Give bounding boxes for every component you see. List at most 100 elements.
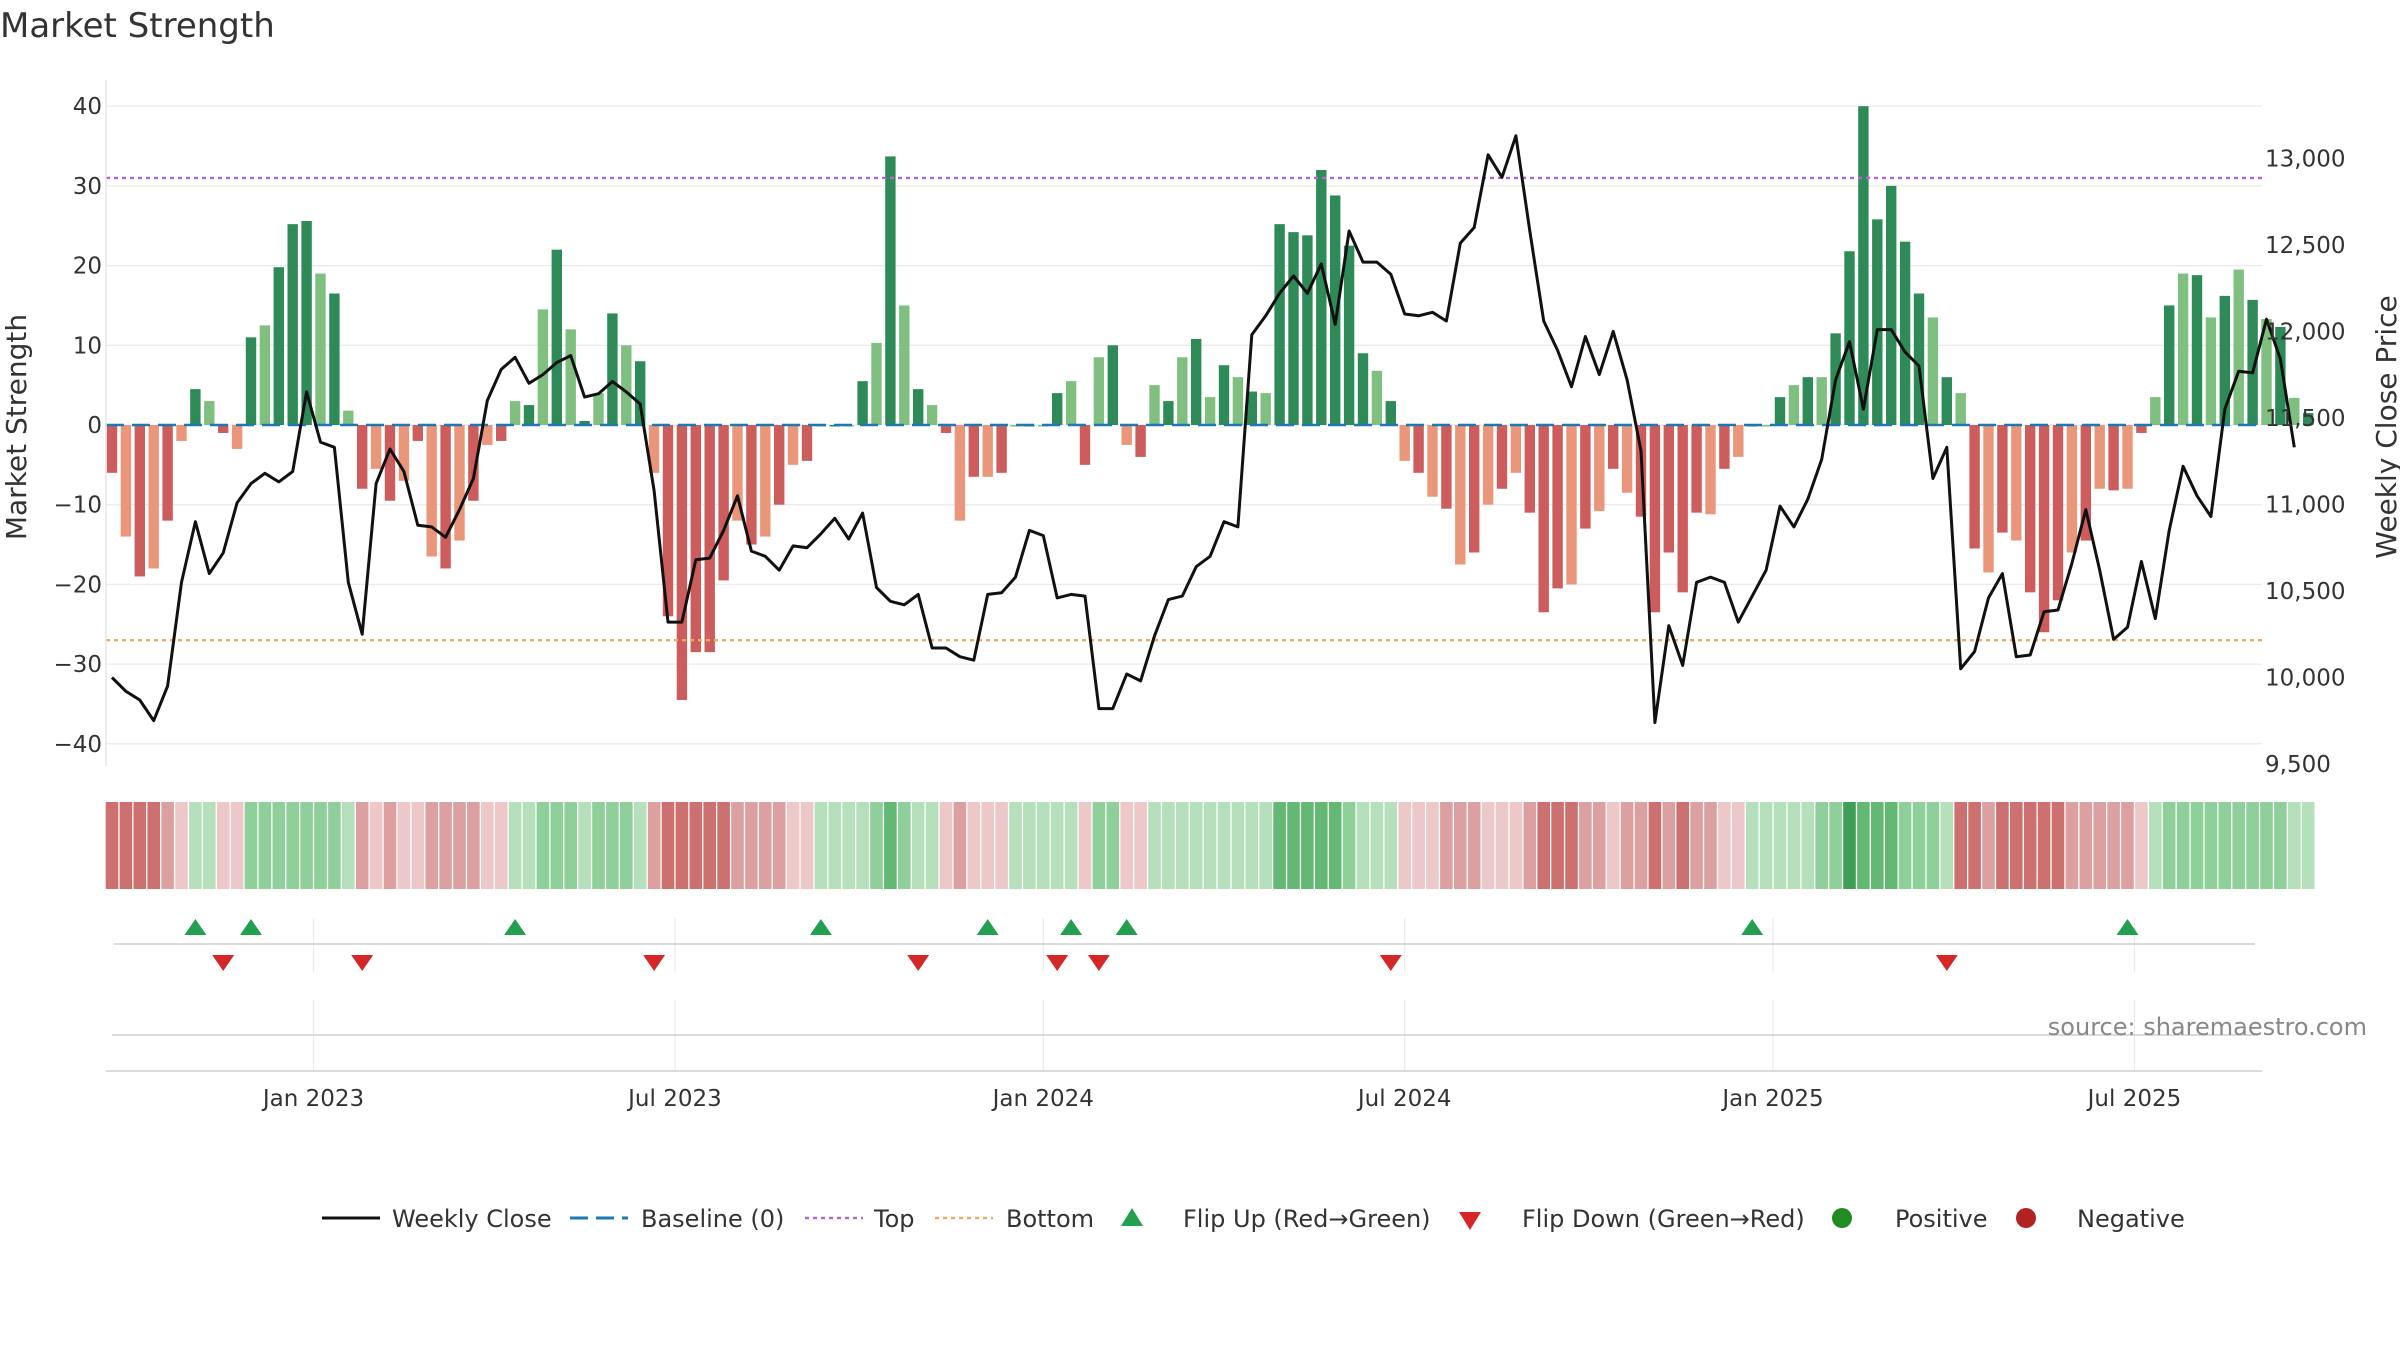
strength-bar <box>2136 425 2147 433</box>
strength-bar <box>2011 425 2022 541</box>
heat-cell <box>258 802 272 889</box>
heat-cell <box>1523 802 1537 889</box>
strength-bar <box>190 389 201 425</box>
y-tick-left: 10 <box>73 333 102 359</box>
strength-bar <box>468 425 479 501</box>
strength-bar <box>1343 245 1355 425</box>
heat-cell <box>147 802 160 889</box>
strength-bar <box>273 267 284 425</box>
heat-cell <box>1064 802 1078 889</box>
y-tick-left: −30 <box>53 652 102 678</box>
strength-bar <box>301 220 312 425</box>
heat-cell <box>1954 802 1967 889</box>
heat-cell <box>1162 802 1175 889</box>
heat-cell <box>2079 802 2093 889</box>
heat-cell <box>1454 802 1467 889</box>
strength-bar <box>1788 385 1800 425</box>
y-tick-right: 12,500 <box>2265 233 2345 259</box>
heat-cell <box>1106 802 1120 889</box>
heat-cell <box>620 802 633 889</box>
heat-cell <box>1593 802 1606 889</box>
heat-cell <box>1495 802 1509 889</box>
heat-cell <box>1773 802 1787 889</box>
y-tick-right: 10,000 <box>2265 665 2345 691</box>
strength-bar <box>2177 273 2189 425</box>
heat-cell <box>1871 802 1884 889</box>
y-tick-left: 40 <box>73 94 102 120</box>
heat-cell <box>898 802 911 889</box>
strength-bar <box>1093 357 1105 425</box>
strength-bar <box>148 425 159 569</box>
heat-cell <box>1634 802 1648 889</box>
heat-cell <box>2176 802 2190 889</box>
heat-cell <box>397 802 411 889</box>
heat-cell <box>1732 802 1745 889</box>
heat-cell <box>133 802 147 889</box>
heat-cell <box>272 802 286 889</box>
heat-cell <box>2107 802 2120 889</box>
heat-cell <box>1176 802 1189 889</box>
strength-bar <box>2219 295 2230 425</box>
heat-cell <box>1189 802 1203 889</box>
strength-bar <box>1941 377 1952 425</box>
strength-bar <box>287 224 298 425</box>
heat-cell <box>1829 802 1842 889</box>
strength-bar <box>1135 425 1146 457</box>
heat-cell <box>119 802 133 889</box>
heat-cell <box>1926 802 1940 889</box>
heat-cell <box>453 802 466 889</box>
x-tick-label: Jul 2025 <box>2086 1086 2182 1112</box>
heat-cell <box>1356 802 1370 889</box>
strength-bar <box>1510 425 1522 473</box>
y-tick-right: 9,500 <box>2265 752 2331 778</box>
flip-markers <box>114 919 2255 971</box>
x-tick-label: Jan 2023 <box>261 1086 364 1112</box>
strength-bar <box>343 410 354 425</box>
strength-bar <box>2303 413 2314 425</box>
heat-cell <box>1579 802 1592 889</box>
flip-up-marker <box>976 919 999 935</box>
heat-cell <box>1648 802 1662 889</box>
heat-cell <box>911 802 925 889</box>
strength-bar <box>1357 353 1369 425</box>
strength-bar <box>259 325 271 425</box>
heat-cell <box>689 802 703 889</box>
heat-cell <box>355 802 369 889</box>
heat-cell <box>647 802 661 889</box>
strength-bar <box>1983 425 1994 573</box>
heat-cell <box>1606 802 1620 889</box>
strength-bar <box>1760 425 1772 427</box>
strength-bars <box>106 106 2314 700</box>
strength-bar <box>412 425 423 441</box>
strength-bar <box>2080 425 2091 541</box>
y-tick-left: 20 <box>73 254 102 280</box>
y-tick-right: 13,000 <box>2265 146 2345 172</box>
strength-bar <box>1844 251 1855 425</box>
strength-bar <box>1441 425 1452 509</box>
strength-bar <box>1079 425 1091 465</box>
flip-up-marker <box>240 919 262 935</box>
strength-bar <box>1065 381 1077 425</box>
heat-cell <box>300 802 313 889</box>
flip-down-marker <box>1379 955 1402 971</box>
heat-cell <box>2051 802 2065 889</box>
strength-bar <box>440 425 451 569</box>
strength-bar <box>2289 397 2300 425</box>
strength-bar <box>704 425 715 653</box>
legend: Weekly Close Baseline (0) Top Bottom Flip Up… <box>322 1205 2185 1233</box>
flip-up-marker <box>1115 919 1138 935</box>
strength-bar <box>1913 293 1925 425</box>
strength-bar <box>1677 425 1688 593</box>
strength-bar <box>496 425 507 441</box>
heat-cell <box>884 802 897 889</box>
heat-cell <box>759 802 772 889</box>
heat-cell <box>2218 802 2232 889</box>
strength-bar <box>1997 425 2008 533</box>
heat-cell <box>1745 802 1759 889</box>
strength-bar <box>1204 397 1216 425</box>
strength-bar <box>2233 269 2244 425</box>
strength-bar <box>648 425 660 473</box>
legend-label: Top <box>873 1205 915 1233</box>
flip-down-marker <box>1046 955 1069 971</box>
heat-cell <box>2301 802 2315 889</box>
